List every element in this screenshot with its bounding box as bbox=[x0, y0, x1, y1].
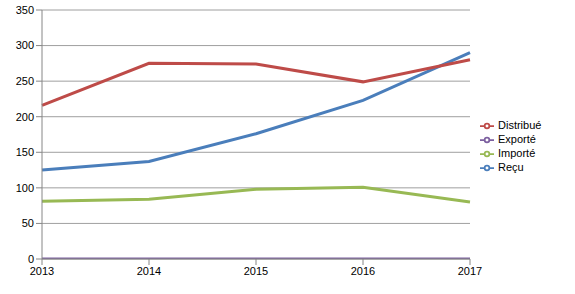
svg-text:100: 100 bbox=[16, 182, 34, 194]
html-text:Importé: Importé bbox=[498, 147, 536, 159]
svg-text:2016: 2016 bbox=[351, 265, 375, 277]
svg-text:50: 50 bbox=[22, 217, 34, 229]
svg-text:0: 0 bbox=[28, 253, 34, 265]
html-text:Distribué: Distribué bbox=[498, 118, 542, 131]
svg-text:2014: 2014 bbox=[137, 265, 161, 277]
svg-text:200: 200 bbox=[16, 111, 34, 123]
svg-text:250: 250 bbox=[16, 75, 34, 87]
svg-text:2013: 2013 bbox=[30, 265, 54, 277]
svg-text:150: 150 bbox=[16, 146, 34, 158]
html-text:Reçu: Reçu bbox=[498, 161, 524, 174]
html-text:Exporté: Exporté bbox=[498, 132, 536, 145]
svg-text:2017: 2017 bbox=[458, 265, 482, 277]
svg-text:2015: 2015 bbox=[244, 265, 268, 277]
svg-text:350: 350 bbox=[16, 4, 34, 16]
svg-text:300: 300 bbox=[16, 39, 34, 51]
